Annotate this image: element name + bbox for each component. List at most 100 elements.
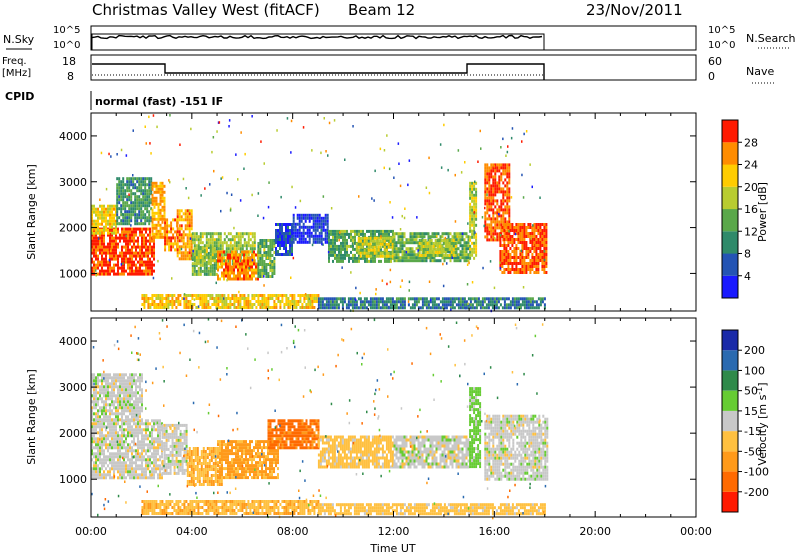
- velocity-cell: [131, 449, 133, 453]
- power-scatter-point: [486, 193, 488, 196]
- power-cell: [155, 184, 158, 188]
- velocity-cell: [91, 425, 93, 429]
- power-cell: [316, 216, 319, 220]
- power-cell: [150, 189, 153, 193]
- power-scatter-point: [110, 155, 112, 158]
- power-cell: [209, 306, 212, 309]
- power-cell: [142, 213, 145, 217]
- velocity-cell: [109, 422, 111, 426]
- power-cell: [215, 263, 218, 267]
- power-cell: [275, 297, 278, 300]
- power-cell: [473, 256, 476, 260]
- power-cell: [161, 208, 164, 212]
- power-cell: [293, 300, 296, 303]
- power-cell: [111, 251, 113, 255]
- velocity-cell: [117, 452, 119, 456]
- power-cell: [317, 306, 320, 310]
- power-cell: [448, 242, 451, 245]
- power-cell: [149, 269, 151, 273]
- colorbar-tick-label: 12: [744, 225, 758, 238]
- power-cell: [265, 269, 268, 272]
- power-cell: [366, 244, 368, 248]
- power-cell: [497, 297, 500, 301]
- velocity-cell: [135, 449, 137, 453]
- power-cell: [469, 217, 472, 221]
- power-cell: [517, 229, 520, 232]
- power-cell: [461, 244, 464, 248]
- power-cell: [535, 247, 538, 250]
- power-cell: [447, 300, 450, 304]
- power-cell: [529, 259, 532, 262]
- power-cell: [327, 300, 330, 304]
- power-cell: [494, 178, 497, 182]
- power-cell: [207, 256, 210, 260]
- power-cell: [153, 254, 155, 258]
- power-cell: [341, 300, 344, 304]
- power-cell: [523, 265, 526, 268]
- velocity-cell: [91, 473, 93, 477]
- power-cell: [365, 254, 368, 258]
- power-cell: [283, 232, 285, 235]
- power-cell: [253, 259, 255, 263]
- power-cell: [504, 190, 507, 194]
- power-scatter-point: [532, 243, 535, 246]
- power-cell: [249, 259, 251, 263]
- power-cell: [219, 265, 221, 269]
- power-cell: [166, 242, 169, 246]
- power-cell: [275, 232, 277, 235]
- power-cell: [365, 306, 368, 310]
- power-cell: [95, 242, 97, 246]
- power-cell: [267, 251, 270, 254]
- power-cell: [97, 272, 99, 276]
- power-cell: [371, 248, 374, 252]
- velocity-cell: [111, 467, 113, 471]
- power-cell: [481, 300, 484, 304]
- power-cell: [521, 265, 524, 268]
- power-cell: [385, 251, 388, 255]
- power-cell: [504, 193, 507, 197]
- power-cell: [517, 303, 520, 307]
- power-cell: [496, 235, 499, 239]
- power-cell: [146, 198, 149, 202]
- power-cell: [330, 250, 332, 254]
- power-cell: [431, 300, 434, 304]
- velocity-cell: [91, 422, 93, 426]
- power-cell: [128, 204, 131, 208]
- velocity-cell: [125, 446, 127, 450]
- power-cell: [174, 248, 177, 252]
- power-cell: [116, 198, 119, 202]
- power-cell: [107, 213, 109, 217]
- power-cell: [507, 271, 510, 274]
- power-cell: [475, 300, 478, 304]
- power-cell: [350, 256, 352, 260]
- power-scatter-point: [235, 153, 237, 156]
- power-cell: [217, 262, 219, 266]
- velocity-cell: [129, 443, 131, 447]
- power-cell: [245, 265, 247, 269]
- power-scatter-point: [125, 234, 127, 238]
- velocity-cell: [93, 425, 95, 429]
- power-scatter-point: [215, 281, 217, 285]
- power-cell: [471, 250, 474, 254]
- power-cell: [330, 253, 332, 257]
- velocity-cell: [131, 440, 133, 444]
- power-cell: [147, 260, 149, 264]
- velocity-cell: [97, 437, 99, 441]
- power-cell: [340, 259, 342, 263]
- power-cell: [129, 263, 131, 267]
- velocity-cell: [97, 440, 99, 444]
- power-cell: [146, 192, 149, 196]
- power-cell: [465, 241, 468, 245]
- power-cell: [251, 244, 254, 248]
- power-cell: [164, 239, 167, 243]
- power-cell: [359, 239, 362, 243]
- power-cell: [330, 241, 332, 245]
- power-cell: [473, 214, 476, 218]
- power-cell: [257, 275, 260, 278]
- power-cell: [537, 223, 540, 226]
- power-cell: [241, 294, 244, 297]
- power-cell: [500, 214, 503, 218]
- power-cell: [193, 253, 196, 257]
- power-cell: [453, 232, 456, 236]
- power-cell: [492, 199, 495, 203]
